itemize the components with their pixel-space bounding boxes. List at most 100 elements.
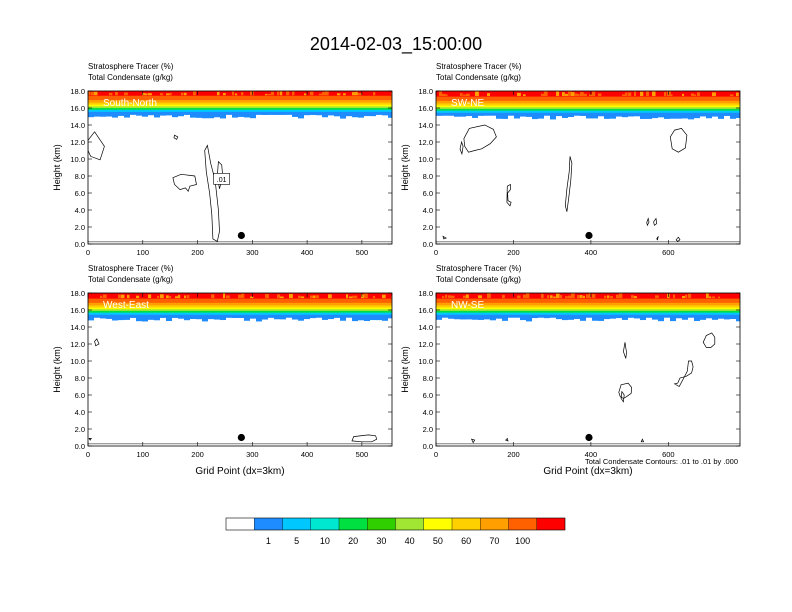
tracer-edge xyxy=(676,317,682,319)
condensate-contour xyxy=(351,434,378,443)
y-tick-label: 6.0 xyxy=(423,391,433,400)
tracer-streak xyxy=(337,93,341,96)
y-tick-label: 0.0 xyxy=(75,240,85,249)
tracer-band xyxy=(436,307,740,310)
tracer-edge xyxy=(436,317,442,320)
contour-label-box xyxy=(213,173,230,185)
condensate-contour xyxy=(88,131,105,161)
tracer-edge xyxy=(502,317,508,321)
y-tick-label: 12.0 xyxy=(418,340,433,349)
tracer-streak xyxy=(94,91,98,96)
tracer-band xyxy=(436,105,740,108)
tracer-streak xyxy=(541,93,545,97)
tracer-streak xyxy=(550,295,553,299)
tracer-streak xyxy=(169,296,172,299)
colorbar-label: 5 xyxy=(294,536,299,546)
colorbar-label: 40 xyxy=(405,536,415,546)
y-axis-label: Height (km) xyxy=(52,346,62,393)
tracer-streak xyxy=(628,92,632,97)
tracer-edge xyxy=(328,114,334,116)
tracer-edge xyxy=(586,115,592,119)
tracer-edge xyxy=(640,317,646,321)
tracer-edge xyxy=(694,115,700,119)
tracer-edge xyxy=(304,317,310,320)
condensate-contour xyxy=(564,156,573,212)
x-axis-label: Grid Point (dx=3km) xyxy=(195,466,284,477)
tracer-band xyxy=(88,107,392,110)
tracer-streak xyxy=(445,94,448,97)
tracer-edge xyxy=(280,317,286,320)
tracer-streak xyxy=(526,293,530,299)
tracer-streak xyxy=(325,91,329,96)
tracer-streak xyxy=(688,293,692,299)
tracer-band xyxy=(88,109,392,112)
tracer-streak xyxy=(223,92,226,96)
tracer-edge xyxy=(628,115,634,117)
condensate-contour xyxy=(656,236,659,241)
tracer-band xyxy=(436,312,740,315)
colorbar-swatch xyxy=(254,518,283,530)
tracer-streak xyxy=(451,295,455,299)
tracer-edge xyxy=(136,114,142,116)
tracer-edge xyxy=(604,317,610,320)
tracer-edge xyxy=(634,115,640,117)
y-tick-label: 0.0 xyxy=(423,240,433,249)
condensate-contour xyxy=(669,128,688,153)
tracer-streak xyxy=(562,92,565,97)
tracer-edge xyxy=(142,317,148,322)
panel-var1-label: Stratosphere Tracer (%) xyxy=(88,62,174,71)
tracer-edge xyxy=(220,114,226,119)
y-tick-label: 10.0 xyxy=(70,155,85,164)
condensate-contour xyxy=(675,236,681,242)
tracer-streak xyxy=(574,93,578,97)
tracer-streak xyxy=(232,91,235,96)
tracer-edge xyxy=(334,114,340,117)
x-tick-label: 600 xyxy=(662,450,675,459)
tracer-edge xyxy=(532,115,538,120)
tracer-edge xyxy=(544,317,550,319)
tracer-streak xyxy=(466,294,469,299)
y-axis-label: Height (km) xyxy=(52,144,62,191)
tracer-streak xyxy=(100,295,103,299)
tracer-edge xyxy=(208,114,214,119)
colorbar-swatch xyxy=(452,518,481,530)
tracer-edge xyxy=(520,115,526,117)
y-tick-label: 18.0 xyxy=(418,289,433,298)
tracer-edge xyxy=(478,115,484,116)
x-tick-label: 200 xyxy=(191,248,204,257)
tracer-streak xyxy=(109,92,113,96)
tracer-streak xyxy=(730,94,734,97)
y-tick-label: 2.0 xyxy=(423,223,433,232)
tracer-edge xyxy=(514,115,520,119)
cross-section-label: NW-SE xyxy=(451,300,484,311)
tracer-streak xyxy=(616,294,620,299)
tracer-edge xyxy=(292,317,298,320)
tracer-streak xyxy=(487,293,491,299)
tracer-streak xyxy=(391,296,392,299)
tracer-band xyxy=(88,102,392,105)
y-tick-label: 16.0 xyxy=(418,104,433,113)
location-marker xyxy=(237,433,245,442)
tracer-edge xyxy=(598,317,604,321)
tracer-band xyxy=(436,304,740,308)
x-tick-label: 200 xyxy=(191,450,204,459)
tracer-edge xyxy=(178,317,184,319)
tracer-edge xyxy=(388,317,392,319)
condensate-contour xyxy=(646,217,650,227)
tracer-edge xyxy=(166,114,172,116)
tracer-edge xyxy=(382,317,388,321)
condensate-contour xyxy=(653,217,658,226)
tracer-streak xyxy=(568,295,572,299)
condensate-contour xyxy=(173,134,179,140)
tracer-edge xyxy=(112,317,118,321)
tracer-band xyxy=(88,312,392,315)
y-tick-label: 2.0 xyxy=(423,425,433,434)
tracer-edge xyxy=(334,317,340,318)
tracer-streak xyxy=(556,91,560,97)
tracer-edge xyxy=(454,115,460,117)
tracer-edge xyxy=(358,317,364,321)
tracer-streak xyxy=(571,92,575,97)
tracer-edge xyxy=(190,114,196,118)
colorbar-swatch xyxy=(508,518,537,530)
tracer-edge xyxy=(238,317,244,319)
